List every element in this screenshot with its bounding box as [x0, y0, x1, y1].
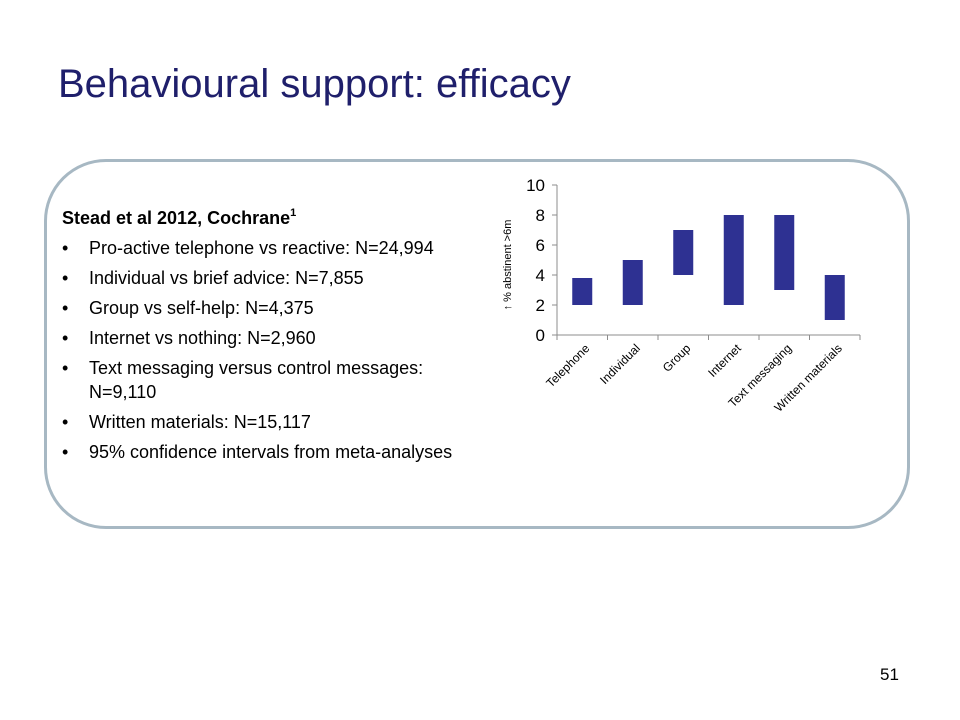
bullet-text: Written materials: N=15,117 — [89, 412, 311, 432]
bullet-text: Internet vs nothing: N=2,960 — [89, 328, 316, 348]
bullet-item: • Text messaging versus control messages:… — [62, 356, 472, 404]
bullet-text: Text messaging versus control messages: … — [89, 358, 424, 402]
x-tick-label: Individual — [597, 341, 643, 387]
y-axis-label: ↑ % abstinent >6m — [502, 220, 514, 311]
bullet-item: • Written materials: N=15,117 — [62, 410, 472, 434]
bullet-marker: • — [62, 442, 69, 462]
y-tick-label: 0 — [536, 326, 545, 345]
bullet-text: Group vs self-help: N=4,375 — [89, 298, 314, 318]
bar — [572, 278, 593, 305]
x-tick-label: Telephone — [543, 341, 592, 390]
bar — [824, 275, 845, 320]
content-frame — [44, 159, 910, 529]
y-tick-label: 2 — [536, 296, 545, 315]
bullet-item: • Pro-active telephone vs reactive: N=24,… — [62, 236, 472, 260]
bar — [774, 215, 795, 290]
y-tick-label: 8 — [536, 206, 545, 225]
bar — [622, 260, 643, 305]
bullet-marker: • — [62, 328, 69, 348]
citation-heading: Stead et al 2012, Cochrane1 — [62, 207, 297, 229]
bullet-text: Pro-active telephone vs reactive: N=24,9… — [89, 238, 434, 258]
bullet-marker: • — [62, 238, 69, 258]
x-tick-label: Internet — [705, 341, 744, 380]
bar — [673, 230, 694, 275]
bullet-item: • 95% confidence intervals from meta-anal… — [62, 440, 472, 464]
chart-container: 0 2 4 6 8 10 ↑ % abstinent >6m Telephone Individ… — [480, 160, 880, 460]
bullet-list: • Pro-active telephone vs reactive: N=24,… — [62, 236, 472, 470]
bullet-item: • Group vs self-help: N=4,375 — [62, 296, 472, 320]
bullet-item: • Individual vs brief advice: N=7,855 — [62, 266, 472, 290]
y-tick-label: 6 — [536, 236, 545, 255]
bullet-text: 95% confidence intervals from meta-analy… — [89, 442, 453, 462]
efficacy-chart: 0 2 4 6 8 10 ↑ % abstinent >6m Telephone Individ… — [502, 176, 861, 415]
bullet-marker: • — [62, 268, 69, 288]
x-tick-label: Group — [660, 341, 694, 375]
citation-heading-text: Stead et al 2012, Cochrane — [62, 208, 291, 228]
page-number: 51 — [880, 665, 899, 684]
bullet-marker: • — [62, 358, 69, 378]
bullet-item: • Internet vs nothing: N=2,960 — [62, 326, 472, 350]
bullet-marker: • — [62, 298, 69, 318]
y-tick-label: 4 — [536, 266, 545, 285]
y-tick-label: 10 — [526, 176, 545, 195]
slide-title: Behavioural support: efficacy — [58, 62, 571, 106]
bar — [723, 215, 744, 305]
bullet-marker: • — [62, 412, 69, 432]
bullet-text: Individual vs brief advice: N=7,855 — [89, 268, 364, 288]
citation-superscript: 1 — [290, 207, 297, 219]
